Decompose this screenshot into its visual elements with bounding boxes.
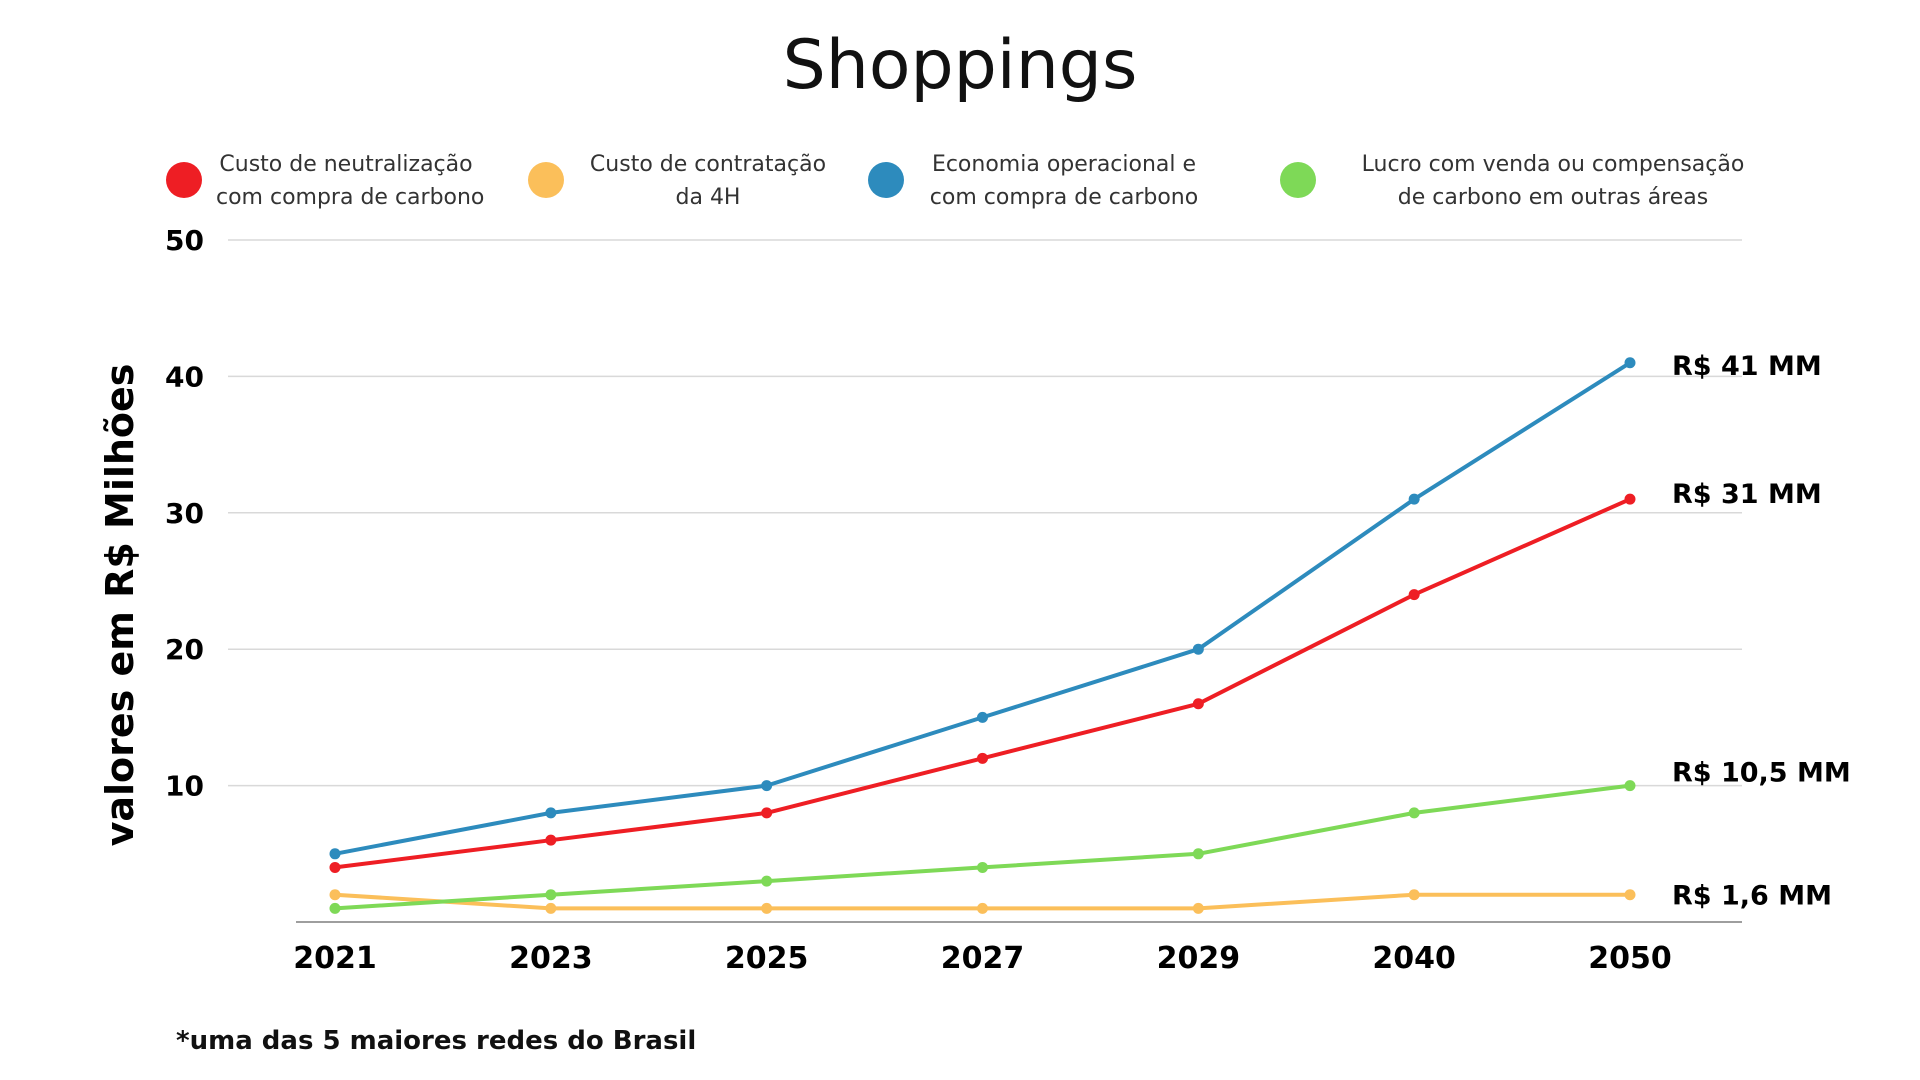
data-point [1408,889,1420,901]
data-point [761,807,773,819]
data-label: R$ 1,6 MM [1672,881,1832,912]
legend-label: Custo de neutralização com compra de car… [216,148,485,214]
data-label: R$ 41 MM [1672,351,1822,382]
data-point [761,875,773,887]
y-tick-label: 10 [165,770,204,803]
data-point [1192,643,1204,655]
y-tick-label: 20 [165,633,204,666]
data-point [1408,589,1420,601]
x-tick-label: 2040 [1372,941,1456,976]
series-line [333,360,1632,856]
legend-swatch [868,162,904,198]
data-point [1192,848,1204,860]
legend-label-line: Lucro com venda ou compensação [1361,152,1745,177]
footnote: *uma das 5 maiores redes do Brasil [176,1026,697,1056]
data-point [329,889,341,901]
x-tick-label: 2023 [509,941,593,976]
data-point [1624,889,1636,901]
x-tick-label: 2021 [293,941,377,976]
data-point [1624,493,1636,505]
data-point [761,902,773,914]
y-tick-label: 30 [165,497,204,530]
legend-swatch [1280,162,1316,198]
series-line [333,783,1632,911]
data-point [545,807,557,819]
data-point [977,752,988,764]
y-tick-label: 50 [165,224,204,257]
data-point [545,889,557,901]
x-tick-label: 2029 [1157,941,1241,976]
data-point [329,861,341,873]
data-label: R$ 10,5 MM [1672,758,1851,789]
legend-label-line: Custo de neutralização [219,152,473,177]
legend-label: Economia operacional e com compra de car… [918,148,1210,214]
data-point [977,861,988,873]
data-point [1192,698,1204,710]
data-point [1624,357,1636,369]
legend-label-line: com compra de carbono [929,185,1199,210]
legend-label-line: Custo de contratação [589,152,827,177]
data-point [545,834,557,846]
legend-label: Lucro com venda ou compensação de carbon… [1330,148,1776,214]
data-point [1408,493,1420,505]
x-tick-label: 2025 [725,941,809,976]
legend-label-line: com compra de carbono [216,185,485,210]
chart-title: Shoppings [782,26,1138,105]
data-point [329,848,341,860]
data-point [1624,780,1636,792]
x-tick-label: 2050 [1588,941,1672,976]
data-point [977,711,988,723]
data-point [329,902,341,914]
legend-swatch [528,162,564,198]
legend-label-line: de carbono em outras áreas [1397,185,1709,210]
y-tick-label: 40 [165,360,204,393]
x-tick-label: 2027 [941,941,1025,976]
legend-label-line: Economia operacional e [931,152,1197,177]
data-point [545,902,557,914]
legend-label: Custo de contratação da 4H [578,148,838,214]
legend-label-line: da 4H [675,185,741,210]
data-point [977,902,988,914]
data-label: R$ 31 MM [1672,479,1822,510]
data-point [1408,807,1420,819]
data-point [761,780,773,792]
legend-swatch [166,162,202,198]
data-point [1192,902,1204,914]
